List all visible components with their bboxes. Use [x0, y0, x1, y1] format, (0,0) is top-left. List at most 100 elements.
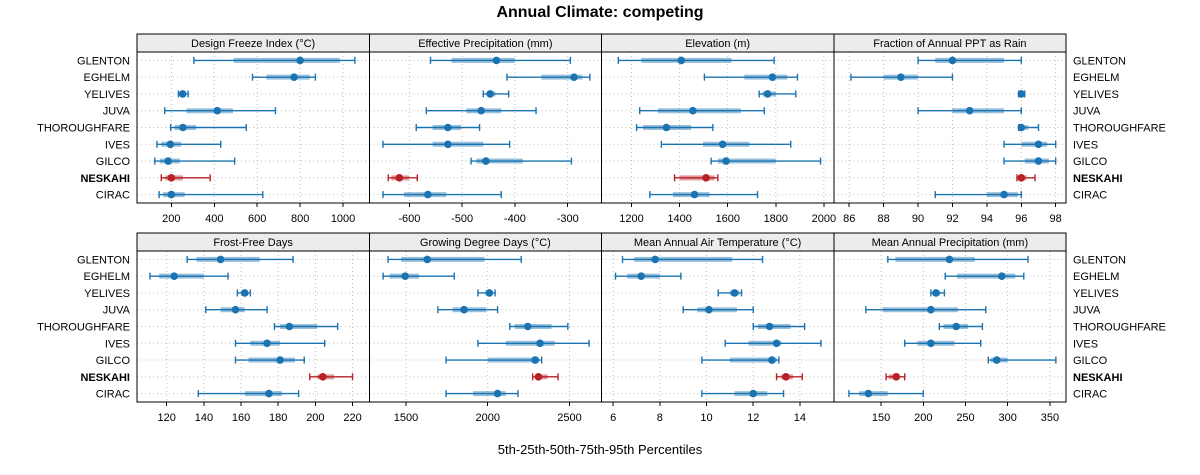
percentile-marker-yelives — [236, 289, 252, 297]
percentile-marker-eghelm — [251, 73, 317, 81]
site-label-right-yelives: YELIVES — [1073, 89, 1119, 101]
percentile-marker-neskahi — [775, 373, 803, 381]
axis-tick-label: 120 — [158, 412, 176, 424]
site-label-right-thoroughfare: THOROUGHFARE — [1073, 123, 1166, 135]
percentile-marker-glenton — [917, 56, 1022, 65]
axis-tick-label: 220 — [343, 412, 361, 424]
axis-tick-label: 8 — [657, 412, 663, 424]
percentile-marker-juva — [865, 305, 987, 314]
percentile-marker-eghelm — [382, 272, 455, 280]
axis-tick-label: 180 — [269, 412, 287, 424]
site-label-right-cirac: CIRAC — [1073, 389, 1107, 401]
axis-tick-label: 200 — [162, 213, 180, 225]
axis-tick-label: 88 — [878, 213, 890, 225]
axis-tick-label: 12 — [747, 412, 759, 424]
site-label-left-ives: IVES — [105, 139, 130, 151]
axis-tick-label: 2000 — [812, 213, 836, 225]
site-label-right-thoroughfare: THOROUGHFARE — [1073, 322, 1166, 334]
percentile-marker-neskahi — [309, 373, 354, 381]
percentile-marker-gilco — [1003, 157, 1057, 165]
percentile-marker-thoroughfare — [1017, 123, 1040, 132]
percentile-marker-gilco — [701, 356, 780, 364]
site-label-right-eghelm: EGHELM — [1073, 271, 1119, 283]
percentile-marker-ives — [1003, 140, 1057, 149]
site-label-left-yelives: YELIVES — [84, 288, 130, 300]
axis-tick-label: 90 — [912, 213, 924, 225]
site-label-right-juva: JUVA — [1073, 106, 1101, 118]
percentile-marker-juva — [163, 106, 277, 115]
percentile-marker-yelives — [1017, 90, 1026, 98]
chart-title: Annual Climate: competing — [496, 4, 704, 21]
percentile-marker-neskahi — [531, 373, 559, 381]
percentile-marker-ives — [903, 339, 982, 348]
panel-strip-title: Effective Precipitation (mm) — [418, 38, 552, 50]
axis-tick-label: 98 — [1050, 213, 1062, 225]
percentile-marker-glenton — [193, 56, 356, 65]
percentile-marker-ives — [660, 140, 792, 149]
percentile-marker-cirac — [158, 190, 264, 199]
axis-tick-label: -400 — [504, 213, 526, 225]
site-label-right-ives: IVES — [1073, 338, 1098, 350]
percentile-marker-juva — [682, 305, 754, 314]
axis-tick-label: 10 — [700, 412, 712, 424]
site-label-left-ives: IVES — [105, 338, 130, 350]
site-label-left-juva: JUVA — [103, 305, 131, 317]
percentile-marker-yelives — [930, 289, 946, 297]
site-label-left-gilco: GILCO — [96, 156, 131, 168]
percentile-marker-ives — [724, 339, 822, 348]
site-label-left-neskahi: NESKAHI — [80, 173, 130, 185]
percentile-marker-juva — [437, 305, 499, 314]
percentile-marker-yelives — [758, 90, 797, 98]
percentile-marker-cirac — [382, 190, 502, 199]
site-label-right-ives: IVES — [1073, 139, 1098, 151]
percentile-marker-eghelm — [506, 73, 591, 81]
percentile-marker-cirac — [934, 190, 1022, 199]
axis-tick-label: 1600 — [715, 213, 739, 225]
panel-strip-title: Design Freeze Index (°C) — [191, 38, 315, 50]
axis-tick-label: 6 — [610, 412, 616, 424]
site-label-left-cirac: CIRAC — [96, 190, 130, 202]
axis-tick-label: 1400 — [667, 213, 691, 225]
percentile-caption: 5th-25th-50th-75th-95th Percentiles — [497, 442, 703, 457]
percentile-marker-neskahi — [160, 174, 211, 182]
percentile-marker-neskahi — [387, 174, 418, 182]
percentile-marker-yelives — [177, 90, 189, 98]
percentile-marker-gilco — [445, 356, 543, 364]
percentile-marker-neskahi — [1016, 174, 1036, 182]
percentile-marker-eghelm — [944, 272, 1025, 280]
panel-border — [833, 250, 1067, 403]
percentile-marker-glenton — [887, 255, 1029, 264]
axis-tick-label: -600 — [398, 213, 420, 225]
percentile-marker-yelives — [477, 289, 496, 297]
percentile-marker-glenton — [617, 56, 775, 65]
percentile-marker-thoroughfare — [509, 322, 569, 331]
percentile-marker-thoroughfare — [169, 123, 247, 132]
site-label-left-eghelm: EGHELM — [84, 72, 130, 84]
percentile-marker-glenton — [621, 255, 764, 264]
percentile-marker-cirac — [445, 389, 519, 398]
axis-tick-label: 250 — [956, 412, 974, 424]
percentile-marker-gilco — [470, 157, 573, 165]
axis-tick-label: 2000 — [476, 412, 500, 424]
axis-tick-label: 1800 — [764, 213, 788, 225]
axis-tick-label: 1200 — [619, 213, 643, 225]
percentile-marker-thoroughfare — [635, 123, 714, 132]
axis-tick-label: 2500 — [557, 412, 581, 424]
axis-tick-label: 800 — [291, 213, 309, 225]
site-label-right-eghelm: EGHELM — [1073, 72, 1119, 84]
axis-tick-label: 300 — [999, 412, 1017, 424]
site-label-left-juva: JUVA — [103, 106, 131, 118]
site-label-left-thoroughfare: THOROUGHFARE — [37, 322, 130, 334]
percentile-marker-juva — [205, 305, 268, 314]
axis-tick-label: 86 — [843, 213, 855, 225]
axis-tick-label: 96 — [1015, 213, 1027, 225]
percentile-marker-ives — [156, 140, 222, 149]
percentile-marker-gilco — [234, 356, 305, 364]
percentile-marker-glenton — [387, 255, 522, 264]
axis-tick-label: 94 — [981, 213, 993, 225]
panel-strip-title: Mean Annual Air Temperature (°C) — [634, 237, 801, 249]
site-label-right-neskahi: NESKAHI — [1073, 372, 1123, 384]
percentile-marker-cirac — [848, 389, 924, 398]
